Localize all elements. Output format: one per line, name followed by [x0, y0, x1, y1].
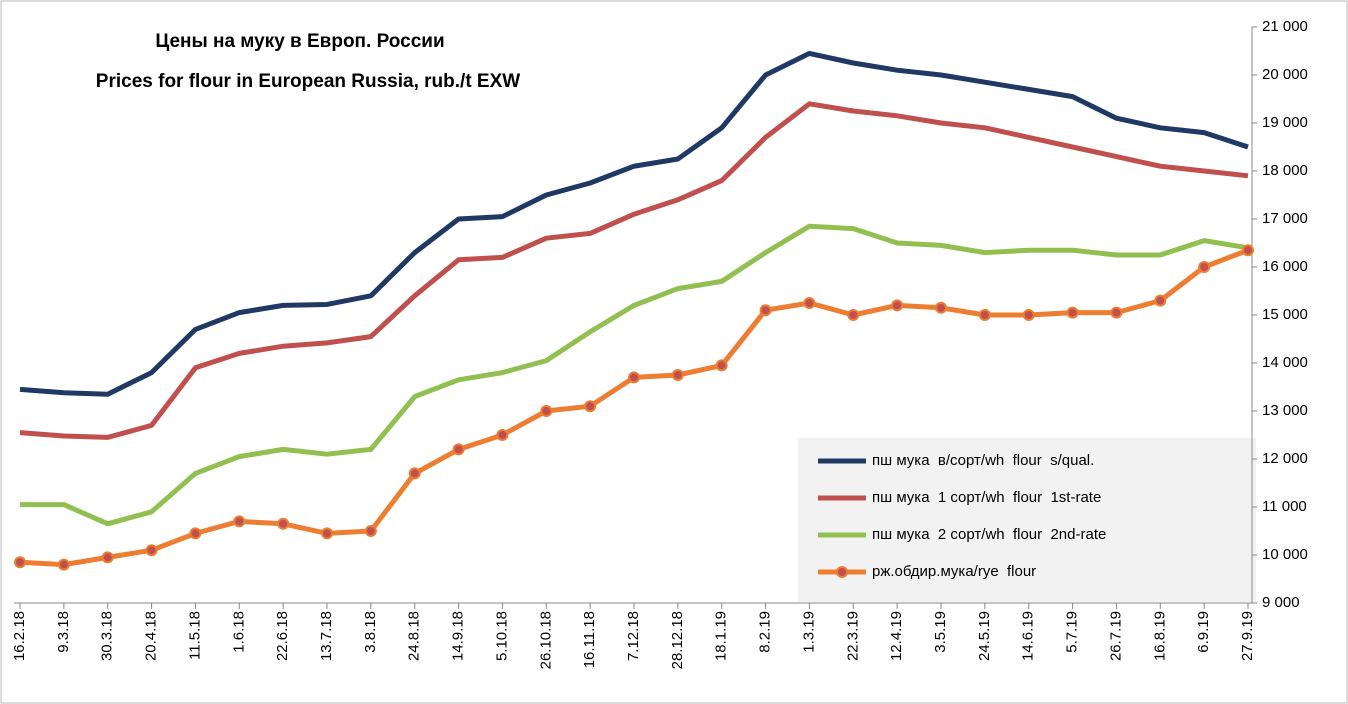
legend-label: пш мука 1 сорт/wh flour 1st-rate	[872, 489, 1101, 506]
series-marker	[1242, 244, 1254, 257]
x-tick-label: 3.8.18	[362, 611, 379, 653]
series-marker	[1154, 294, 1167, 307]
x-tick-label: 1.3.19	[800, 611, 817, 653]
x-tick-label: 9.3.18	[55, 611, 72, 653]
series-line	[19, 101, 1249, 440]
x-tick-label: 12.4.19	[888, 611, 905, 661]
series-marker	[496, 429, 509, 441]
legend-label: пш мука в/сорт/wh flour s/qual.	[872, 452, 1094, 469]
series-marker	[364, 525, 377, 537]
x-tick-label: 1.6.18	[230, 611, 247, 653]
series-line	[19, 50, 1249, 397]
series-marker	[671, 369, 684, 381]
x-tick-label: 30.3.18	[99, 611, 116, 661]
x-tick-label: 26.7.19	[1107, 611, 1124, 661]
x-tick-label: 22.6.18	[274, 611, 291, 661]
series-marker	[189, 527, 202, 540]
series-marker	[321, 527, 333, 540]
y-tick-label: 16 000	[1262, 258, 1308, 275]
y-tick-label: 21 000	[1262, 18, 1308, 35]
x-tick-label: 22.3.19	[844, 611, 861, 661]
x-tick-label: 14.9.18	[450, 611, 467, 661]
x-tick-label: 11.5.18	[186, 611, 203, 660]
y-tick-label: 12 000	[1262, 450, 1308, 467]
series-marker	[277, 517, 290, 530]
series-marker	[452, 443, 465, 456]
x-tick-label: 14.6.19	[1020, 611, 1037, 661]
series-marker	[1022, 309, 1035, 321]
x-tick-label: 5.10.18	[493, 611, 510, 661]
y-tick-label: 9 000	[1262, 594, 1300, 611]
x-tick-label: 16.11.18	[581, 611, 598, 668]
series-marker	[14, 556, 26, 569]
series-marker	[540, 405, 553, 417]
series-marker	[1066, 306, 1079, 319]
x-tick-label: 5.7.19	[1064, 611, 1081, 653]
x-tick-label: 18.1.19	[713, 611, 730, 661]
chart-subtitle: Prices for flour in European Russia, rub…	[96, 71, 520, 92]
series-marker	[408, 467, 421, 480]
y-tick-label: 15 000	[1262, 306, 1308, 323]
x-tick-label: 27.9.19	[1239, 611, 1256, 661]
series-marker	[101, 551, 114, 564]
series-marker	[803, 297, 816, 309]
y-tick-label: 20 000	[1262, 66, 1308, 83]
series-marker	[715, 359, 728, 372]
y-tick-label: 18 000	[1262, 162, 1308, 179]
y-tick-label: 19 000	[1262, 114, 1308, 131]
x-tick-label: 24.5.19	[976, 611, 993, 661]
series-marker	[145, 544, 158, 557]
y-tick-label: 17 000	[1262, 210, 1308, 227]
series-marker	[891, 299, 904, 312]
x-tick-label: 3.5.19	[932, 611, 949, 653]
series-marker	[57, 558, 70, 571]
chart-title: Цены на муку в Европ. России	[155, 31, 444, 52]
y-tick-label: 10 000	[1262, 546, 1308, 563]
x-tick-label: 24.8.18	[406, 611, 423, 661]
series-marker	[584, 400, 597, 413]
series-marker	[1198, 261, 1211, 273]
x-tick-label: 28.12.18	[669, 611, 686, 669]
series-marker	[233, 515, 246, 528]
x-tick-label: 16.2.18	[11, 611, 28, 661]
y-tick-label: 14 000	[1262, 354, 1308, 371]
x-tick-label: 16.8.19	[1151, 611, 1168, 661]
y-tick-label: 11 000	[1262, 498, 1307, 515]
x-tick-label: 7.12.18	[625, 611, 642, 661]
x-tick-label: 6.9.19	[1195, 611, 1212, 653]
legend-label: рж.обдир.мука/rye flour	[872, 563, 1036, 580]
legend-marker	[836, 566, 848, 578]
x-tick-label: 8.2.19	[757, 611, 774, 653]
y-tick-label: 13 000	[1262, 402, 1308, 419]
series-marker	[1110, 306, 1123, 319]
x-tick-label: 13.7.18	[318, 611, 335, 661]
x-tick-label: 20.4.18	[143, 611, 160, 661]
series-line	[20, 223, 1249, 527]
series-marker	[628, 371, 640, 384]
series-marker	[847, 309, 860, 321]
legend-box	[798, 438, 1256, 602]
x-tick-label: 26.10.18	[537, 611, 554, 669]
series-marker	[978, 309, 991, 321]
series-marker	[935, 301, 947, 314]
series-marker	[759, 304, 772, 317]
legend-label: пш мука 2 сорт/wh flour 2nd-rate	[872, 526, 1106, 543]
